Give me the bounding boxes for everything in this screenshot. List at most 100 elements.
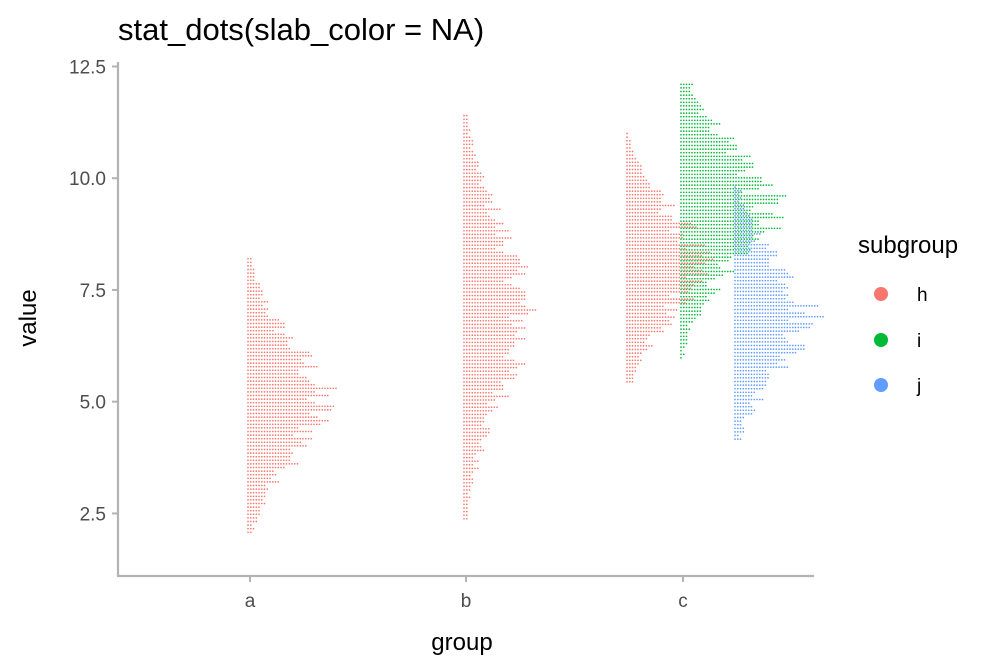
- dot: [685, 105, 688, 107]
- dot: [296, 398, 299, 400]
- dot: [661, 244, 664, 246]
- dot: [734, 243, 736, 246]
- dot: [468, 435, 471, 437]
- dot: [496, 222, 498, 225]
- dot: [747, 261, 750, 264]
- dot: [288, 351, 291, 354]
- dot: [659, 291, 661, 293]
- dot: [710, 191, 713, 194]
- dot: [682, 299, 685, 302]
- dot: [252, 509, 255, 512]
- dot: [465, 229, 468, 232]
- dot: [707, 220, 710, 222]
- dot: [269, 416, 271, 418]
- dot: [482, 312, 485, 315]
- dot: [736, 233, 739, 235]
- dot: [682, 195, 685, 197]
- dot: [288, 455, 291, 458]
- dot: [626, 291, 628, 293]
- dot: [740, 187, 743, 190]
- dot: [721, 159, 724, 161]
- dot: [626, 309, 628, 311]
- dot: [757, 220, 759, 222]
- dot: [482, 219, 485, 221]
- dot: [688, 83, 691, 86]
- dot: [707, 195, 710, 197]
- dot: [735, 223, 737, 226]
- dot: [742, 225, 745, 228]
- dot: [732, 249, 735, 251]
- dot: [639, 262, 642, 264]
- dot: [710, 184, 713, 186]
- dot: [471, 402, 474, 405]
- dot: [691, 173, 693, 176]
- dot: [471, 258, 474, 261]
- dot: [266, 481, 269, 483]
- dot: [721, 195, 724, 197]
- dot: [474, 273, 476, 275]
- dot: [748, 227, 751, 230]
- dot: [642, 348, 645, 351]
- dot: [704, 267, 707, 269]
- dot: [637, 291, 639, 293]
- dot: [496, 294, 498, 297]
- dot: [761, 243, 764, 246]
- dot: [692, 251, 694, 254]
- dot: [463, 244, 465, 247]
- dot: [650, 258, 653, 261]
- dot: [465, 298, 468, 301]
- dot: [704, 213, 707, 215]
- dot: [688, 223, 691, 226]
- dot: [713, 292, 715, 294]
- dot: [496, 352, 498, 355]
- dot: [664, 233, 667, 236]
- dot: [645, 233, 648, 236]
- dot: [735, 213, 737, 215]
- dot: [650, 276, 653, 279]
- dot: [247, 401, 249, 404]
- dot: [252, 452, 255, 454]
- dot: [490, 237, 493, 239]
- dot: [740, 195, 743, 197]
- dot: [736, 236, 739, 239]
- dot: [288, 373, 291, 375]
- dot: [693, 130, 696, 132]
- dot: [260, 470, 263, 472]
- dot: [474, 377, 476, 380]
- dot: [729, 191, 732, 194]
- dot: [637, 323, 639, 326]
- dot: [628, 183, 631, 185]
- dot: [688, 141, 691, 143]
- dot: [699, 281, 702, 284]
- dot: [490, 276, 493, 279]
- dot: [645, 348, 648, 351]
- dot: [476, 211, 479, 214]
- dot: [737, 180, 740, 183]
- dot: [656, 330, 659, 333]
- dot: [745, 233, 747, 235]
- dot: [702, 195, 704, 197]
- dot: [742, 218, 745, 221]
- dot: [702, 155, 704, 158]
- dot: [291, 423, 293, 426]
- dot: [661, 330, 664, 333]
- dot: [688, 306, 691, 309]
- dot: [707, 162, 710, 165]
- dot: [681, 258, 683, 261]
- dot: [520, 294, 523, 297]
- dot: [465, 193, 468, 196]
- dot: [258, 488, 260, 490]
- dot: [468, 294, 471, 297]
- dot: [754, 198, 757, 201]
- dot: [761, 287, 764, 289]
- dot: [277, 416, 280, 418]
- dot: [504, 305, 507, 308]
- dot: [465, 312, 468, 315]
- dot: [691, 198, 693, 201]
- dot: [277, 405, 280, 408]
- dot: [463, 165, 465, 167]
- dot: [732, 223, 735, 226]
- dot: [762, 213, 765, 215]
- dot: [696, 234, 699, 237]
- dot: [634, 211, 637, 214]
